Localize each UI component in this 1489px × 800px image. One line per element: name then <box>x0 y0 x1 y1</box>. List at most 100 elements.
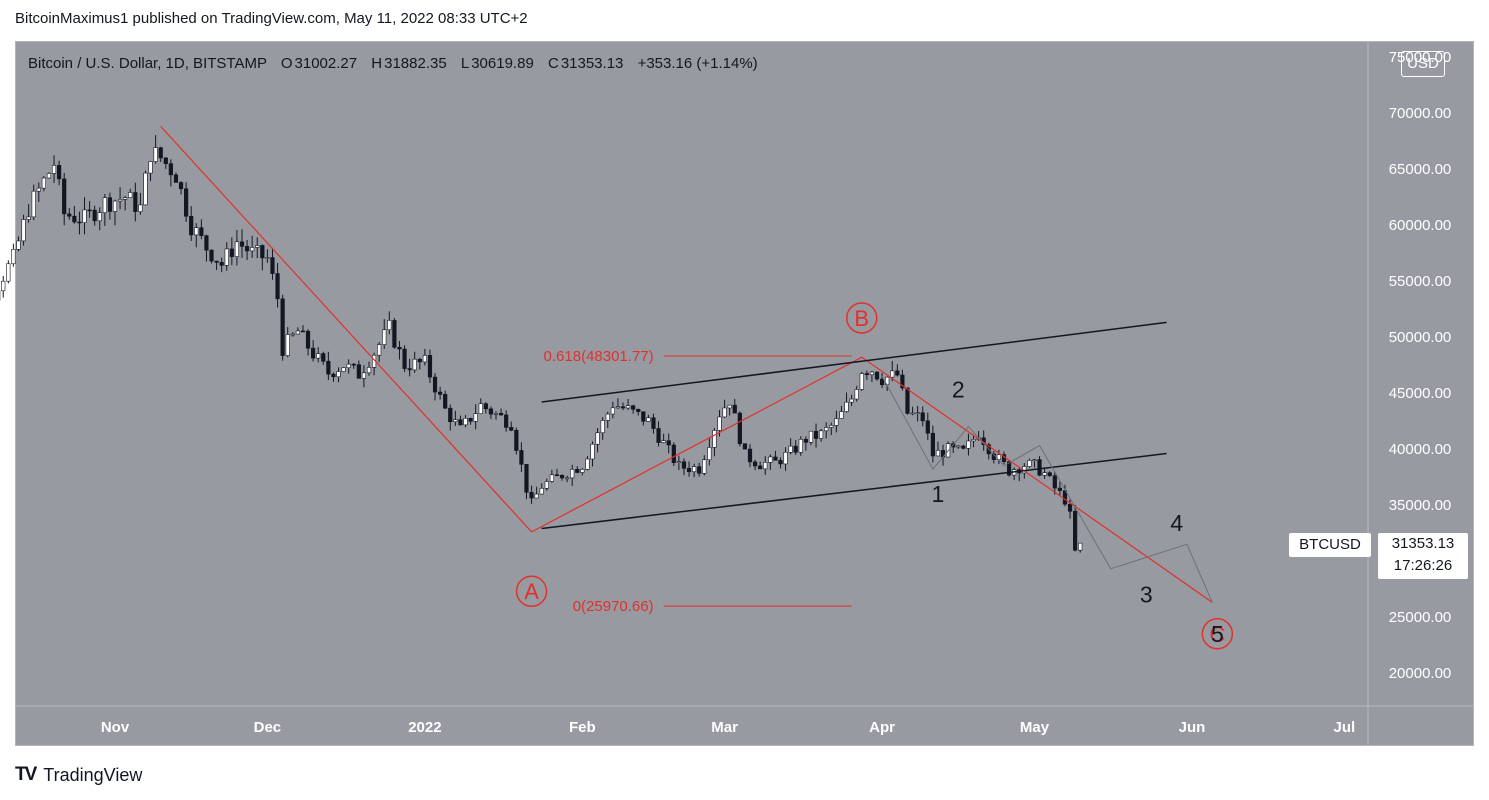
candle-body <box>316 353 321 359</box>
candle-body <box>920 412 925 422</box>
candle-body <box>275 273 280 300</box>
candle-body <box>453 419 458 422</box>
candle-body <box>925 420 930 434</box>
x-tick-label: Jun <box>1179 719 1206 736</box>
candle-body <box>483 403 488 410</box>
candle-body <box>311 347 316 359</box>
x-tick-label: Dec <box>254 719 282 736</box>
candle-body <box>849 398 854 403</box>
candle-body <box>123 197 128 200</box>
candle-body <box>869 371 875 376</box>
candle-body <box>544 481 549 489</box>
candle-body <box>239 241 245 247</box>
candle-body <box>97 212 102 222</box>
x-tick-label: Jul <box>1334 719 1356 736</box>
bar-countdown: 17:26:26 <box>1393 557 1453 574</box>
candle-body <box>829 425 834 428</box>
wave-letter-label: A <box>524 579 539 604</box>
candle-body <box>407 368 412 371</box>
candle-body <box>702 459 707 474</box>
candle-body <box>966 440 971 449</box>
candle-body <box>321 353 326 362</box>
candle-body <box>732 404 737 414</box>
candle-body <box>839 411 844 419</box>
candle-body <box>1037 459 1042 476</box>
candle-body <box>585 458 590 470</box>
candle-body <box>117 199 123 202</box>
candle-body <box>412 358 417 371</box>
candle-body <box>854 389 859 400</box>
y-tick-label: 50000.00 <box>1389 329 1452 346</box>
candle-body <box>168 163 173 176</box>
wave-number-label: 2 <box>952 377 965 403</box>
candle-body <box>661 440 666 443</box>
candle-body <box>133 192 138 212</box>
candle-body <box>356 364 361 379</box>
candle-body <box>148 161 153 174</box>
candle-body <box>676 461 681 463</box>
channel-upper-line <box>541 321 1167 403</box>
x-tick-label: Nov <box>101 719 130 736</box>
candle-body <box>625 405 631 409</box>
y-tick-label: 60000.00 <box>1389 217 1452 234</box>
candle-body <box>915 412 920 415</box>
candle-body <box>722 407 727 418</box>
y-tick-label: 45000.00 <box>1389 385 1452 402</box>
candle-body <box>763 462 768 470</box>
candle-body <box>112 200 118 212</box>
candle-body <box>67 213 72 217</box>
symbol-price-tag: BTCUSD <box>1289 533 1371 557</box>
candle-body <box>859 373 864 390</box>
y-tick-label: 20000.00 <box>1389 665 1452 682</box>
candle-body <box>895 370 900 376</box>
x-tick-label: May <box>1020 719 1050 736</box>
candle-body <box>463 417 468 426</box>
candle-body <box>595 432 600 445</box>
candle-body <box>478 403 483 415</box>
candle-body <box>971 439 976 442</box>
candle-body <box>864 373 869 376</box>
candle-body <box>107 197 113 212</box>
candle-body <box>798 439 803 453</box>
candle-body <box>341 367 346 372</box>
candle-body <box>610 407 615 415</box>
candle-body <box>788 445 793 453</box>
high-value: 31882.35 <box>384 55 447 72</box>
candle-body <box>686 468 692 473</box>
low-value: 30619.89 <box>471 55 534 72</box>
candle-body <box>692 466 697 473</box>
candle-body <box>250 247 255 252</box>
candle-body <box>189 215 194 236</box>
change-value: +353.16 (+1.14%) <box>637 55 758 72</box>
candle-body <box>1057 487 1062 491</box>
candle-body <box>443 394 448 409</box>
candle-body <box>21 219 26 242</box>
wave-letter-label: B <box>854 306 869 331</box>
candle-body <box>87 209 92 212</box>
candle-body <box>16 240 21 250</box>
wave-letter-label: C <box>1209 622 1225 647</box>
currency-badge[interactable]: USD <box>1401 51 1445 77</box>
candle-body <box>727 404 732 409</box>
y-tick-label: 65000.00 <box>1389 161 1452 178</box>
candle-body <box>295 330 300 335</box>
wave-projection-line <box>881 375 1213 603</box>
candle-body <box>92 209 97 222</box>
candle-body <box>224 248 229 266</box>
candle-body <box>184 188 189 217</box>
fib-level-label: 0.618(48301.77) <box>544 348 654 365</box>
candle-body <box>265 257 270 259</box>
candle-body <box>143 172 148 206</box>
candle-body <box>509 427 514 431</box>
candle-body <box>336 371 341 378</box>
candle-body <box>605 413 610 421</box>
candle-body <box>712 430 717 448</box>
candle-body <box>219 262 224 266</box>
candle-body <box>747 448 753 463</box>
candle-body <box>1047 472 1052 476</box>
candle-body <box>102 197 107 213</box>
candle-body <box>194 227 199 236</box>
candle-body <box>1006 461 1012 476</box>
footer-brand[interactable]: TV TradingView <box>15 764 142 786</box>
